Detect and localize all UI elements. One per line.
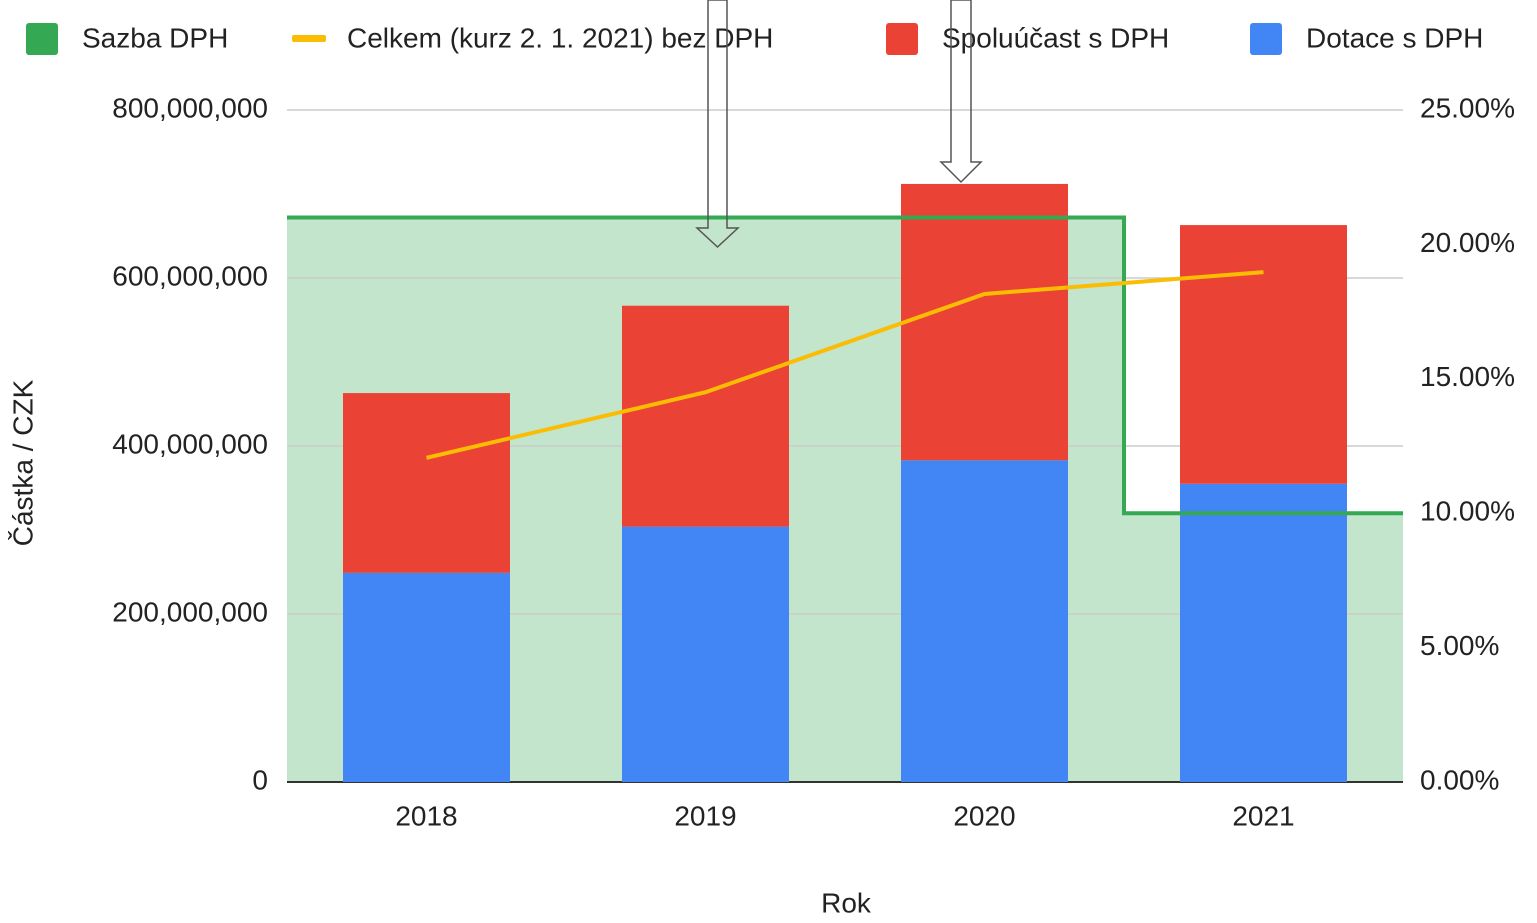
x-axis-title: Rok — [821, 887, 872, 918]
y-tick-label: 600,000,000 — [112, 260, 268, 291]
line — [426, 270, 1264, 460]
bar — [901, 460, 1068, 782]
y-tick-label: 400,000,000 — [112, 428, 268, 459]
y-tick-label: 0 — [252, 764, 268, 795]
y2-tick-label: 25.00% — [1420, 92, 1515, 123]
bar — [343, 572, 510, 782]
bar — [1180, 225, 1347, 484]
arrow — [695, 0, 740, 249]
legend-swatch — [26, 23, 58, 55]
legend-label: Dotace s DPH — [1306, 22, 1483, 53]
legend-swatch — [886, 23, 918, 55]
y2-tick-label: 10.00% — [1420, 496, 1515, 527]
x-tick-label: 2019 — [674, 800, 736, 831]
bar — [622, 305, 789, 527]
bar — [901, 183, 1068, 461]
stepped-line — [287, 215, 1403, 516]
text-layer: 0 200,000,000 400,000,000 600,000,000 800,00… — [26, 22, 1515, 831]
y-tick-label: 800,000,000 — [112, 92, 268, 123]
legend-swatch — [1250, 23, 1282, 55]
line-layer — [287, 215, 1403, 516]
x-tick-label: 2020 — [953, 800, 1015, 831]
legend-label: Spoluúčast s DPH — [942, 22, 1169, 53]
bar — [1180, 483, 1347, 782]
bar — [622, 526, 789, 782]
y2-tick-label: 5.00% — [1420, 630, 1499, 661]
x-tick-label: 2018 — [395, 800, 457, 831]
legend-label: Celkem (kurz 2. 1. 2021) bez DPH — [347, 22, 773, 53]
y2-tick-label: 0.00% — [1420, 764, 1499, 795]
x-tick-label: 2021 — [1232, 800, 1294, 831]
y-tick-label: 200,000,000 — [112, 596, 268, 627]
bar — [343, 393, 510, 573]
legend-label: Sazba DPH — [82, 22, 228, 53]
arrow — [939, 0, 983, 184]
y2-tick-label: 20.00% — [1420, 227, 1515, 258]
y-axis-title: Částka / CZK — [7, 379, 38, 546]
bar-layer — [343, 183, 1347, 782]
legend-swatch — [292, 35, 326, 42]
y2-tick-label: 15.00% — [1420, 361, 1515, 392]
